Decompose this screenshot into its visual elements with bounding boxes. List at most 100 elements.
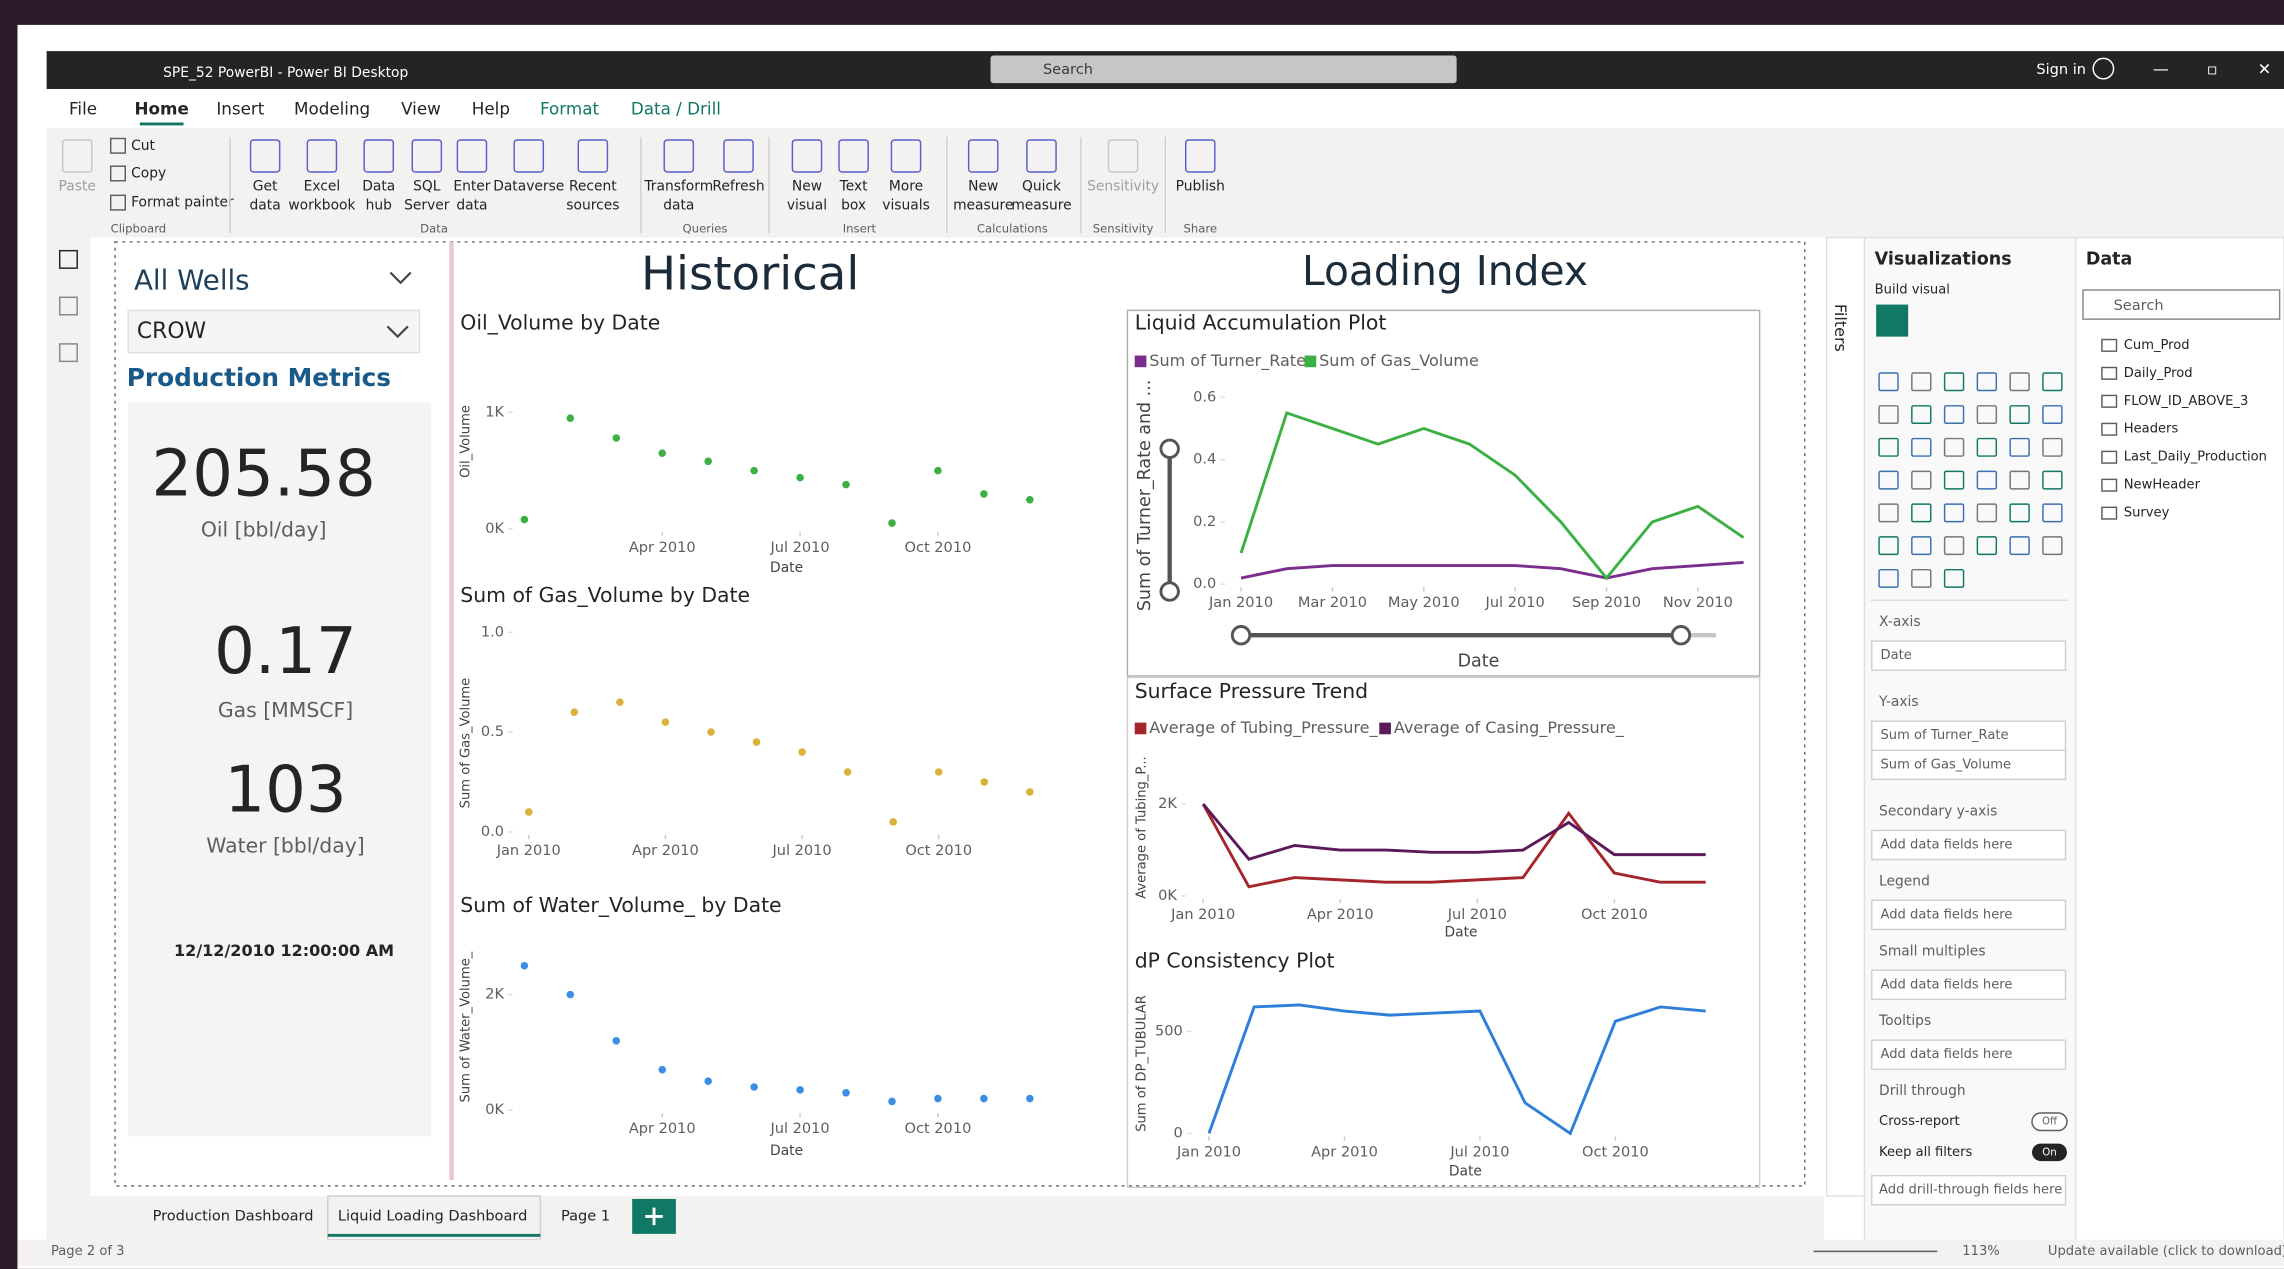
slider-handle[interactable]	[1161, 440, 1178, 457]
menu-item[interactable]: Help	[472, 98, 510, 118]
search-placeholder[interactable]: Search	[1043, 61, 1093, 78]
sign-in[interactable]: Sign in	[2036, 61, 2086, 78]
ribbon-button[interactable]: box	[841, 198, 866, 214]
ribbon-button[interactable]: Transform	[643, 179, 713, 195]
menu-item[interactable]: View	[401, 98, 441, 118]
data-point	[980, 490, 988, 498]
menu-item[interactable]: Data / Drill	[631, 98, 721, 118]
ribbon-button[interactable]: New	[968, 179, 998, 195]
data-point	[888, 519, 896, 527]
ribbon-button[interactable]: measure	[1011, 198, 1071, 214]
y-tick-label: 0	[1174, 1124, 1183, 1141]
filters-pane[interactable]: Filters	[1831, 304, 1850, 352]
ribbon-button[interactable]: Recent	[569, 179, 617, 195]
x-tick-label: Jan 2010	[1176, 1143, 1241, 1160]
field[interactable]: Date	[1881, 648, 1912, 663]
ribbon-button[interactable]: Copy	[131, 165, 166, 181]
menu-item[interactable]: Insert	[216, 98, 264, 118]
ribbon-button[interactable]: data	[456, 198, 487, 214]
data-point	[704, 458, 712, 466]
placeholder[interactable]: Add data fields here	[1881, 1047, 2013, 1062]
data-point	[571, 708, 579, 716]
ribbon-button[interactable]: Get	[253, 179, 278, 195]
well-label: Drill through	[1879, 1083, 1966, 1099]
search-box[interactable]	[2083, 290, 2280, 319]
window-control[interactable]: —	[2153, 60, 2169, 79]
ribbon-button[interactable]: visual	[787, 198, 827, 214]
placeholder[interactable]: Add data fields here	[1881, 907, 2013, 922]
menu-item[interactable]: Format	[540, 98, 599, 118]
ribbon-button[interactable]: Excel	[304, 179, 341, 195]
ribbon-button[interactable]: data	[250, 198, 281, 214]
legend-swatch	[1305, 356, 1317, 368]
ribbon-button[interactable]: Refresh	[712, 179, 764, 195]
y-tick-label: 2K	[1158, 795, 1177, 812]
visual-title: Surface Pressure Trend	[1135, 679, 1368, 703]
slicer-value[interactable]: CROW	[137, 319, 206, 344]
slider-handle[interactable]	[1232, 626, 1249, 643]
window-control[interactable]: ▫	[2207, 60, 2218, 79]
ribbon-button[interactable]: Enter	[453, 179, 490, 195]
ribbon-button[interactable]: Text	[839, 179, 869, 195]
table-item[interactable]: FLOW_ID_ABOVE_3	[2124, 394, 2249, 409]
slider-handle[interactable]	[1161, 583, 1178, 600]
placeholder[interactable]: Add drill-through fields here	[1879, 1183, 2062, 1198]
placeholder[interactable]: Add data fields here	[1881, 837, 2013, 852]
ribbon-button[interactable]: measure	[953, 198, 1013, 214]
ribbon-button[interactable]: More	[889, 179, 923, 195]
page-tab[interactable]: Production Dashboard	[153, 1207, 314, 1224]
page-header: Loading Index	[1302, 247, 1588, 295]
table-item[interactable]: Last_Daily_Production	[2124, 450, 2267, 465]
placeholder[interactable]: Add data fields here	[1881, 977, 2013, 992]
table-item[interactable]: Daily_Prod	[2124, 366, 2193, 381]
ribbon-button[interactable]: Format painter	[131, 195, 234, 211]
ribbon-button[interactable]: Publish	[1176, 179, 1225, 195]
table-item[interactable]: NewHeader	[2124, 478, 2201, 493]
ribbon-button[interactable]: workbook	[288, 198, 355, 214]
ribbon-button[interactable]: Cut	[131, 138, 155, 154]
slider-handle[interactable]	[1672, 626, 1689, 643]
data-point	[662, 718, 670, 726]
page-tab[interactable]: Liquid Loading Dashboard	[338, 1207, 527, 1224]
x-tick-label: Oct 2010	[1582, 1143, 1649, 1160]
ribbon-button[interactable]: sources	[566, 198, 619, 214]
zoom-level: 113%	[1962, 1244, 1999, 1259]
card-value: 103	[224, 754, 346, 828]
card-date: 12/12/2010 12:00:00 AM	[174, 941, 394, 960]
ribbon-button[interactable]: hub	[366, 198, 393, 214]
ribbon-button[interactable]: Paste	[59, 179, 96, 195]
update-link[interactable]: Update available (click to download)	[2048, 1244, 2284, 1259]
y-axis-title: Average of Tubing_P...	[1135, 756, 1150, 898]
build-tab[interactable]	[1876, 305, 1908, 337]
ribbon-button[interactable]: visuals	[882, 198, 930, 214]
search-placeholder[interactable]: Search	[2114, 297, 2164, 314]
field[interactable]: Sum of Turner_Rate	[1881, 728, 2009, 743]
x-tick-label: Apr 2010	[1311, 1143, 1378, 1160]
visual-title: dP Consistency Plot	[1135, 949, 1335, 973]
ribbon-button[interactable]: SQL	[413, 179, 441, 195]
page-tab[interactable]: Page 1	[561, 1207, 610, 1224]
table-item[interactable]: Cum_Prod	[2124, 338, 2190, 353]
well-label: Y-axis	[1878, 694, 1918, 710]
slicer-title: All Wells	[134, 263, 250, 296]
window-control[interactable]: ✕	[2258, 60, 2271, 79]
ribbon-button[interactable]: Quick	[1022, 179, 1061, 195]
visual-title: Oil_Volume by Date	[460, 311, 660, 335]
field[interactable]: Sum of Gas_Volume	[1881, 757, 2012, 772]
ribbon-button[interactable]: New	[792, 179, 822, 195]
ribbon-button[interactable]: Sensitivity	[1087, 179, 1159, 195]
menu-item[interactable]: Home	[135, 98, 189, 118]
data-point	[796, 1086, 804, 1094]
menu-item[interactable]: File	[69, 98, 97, 118]
data-point	[1026, 496, 1034, 504]
page: {"window":{"title":"SPE_52 PowerBI - Pow…	[0, 0, 2284, 1269]
ribbon-button[interactable]: Data	[362, 179, 395, 195]
menu-item[interactable]: Modeling	[294, 98, 370, 118]
table-item[interactable]: Headers	[2124, 422, 2179, 437]
ribbon-button[interactable]: Dataverse	[493, 179, 564, 195]
data-point	[567, 414, 575, 422]
y-tick-label: 1K	[485, 403, 504, 420]
table-item[interactable]: Survey	[2124, 506, 2170, 521]
ribbon-button[interactable]: Server	[404, 198, 450, 214]
ribbon-button[interactable]: data	[663, 198, 694, 214]
